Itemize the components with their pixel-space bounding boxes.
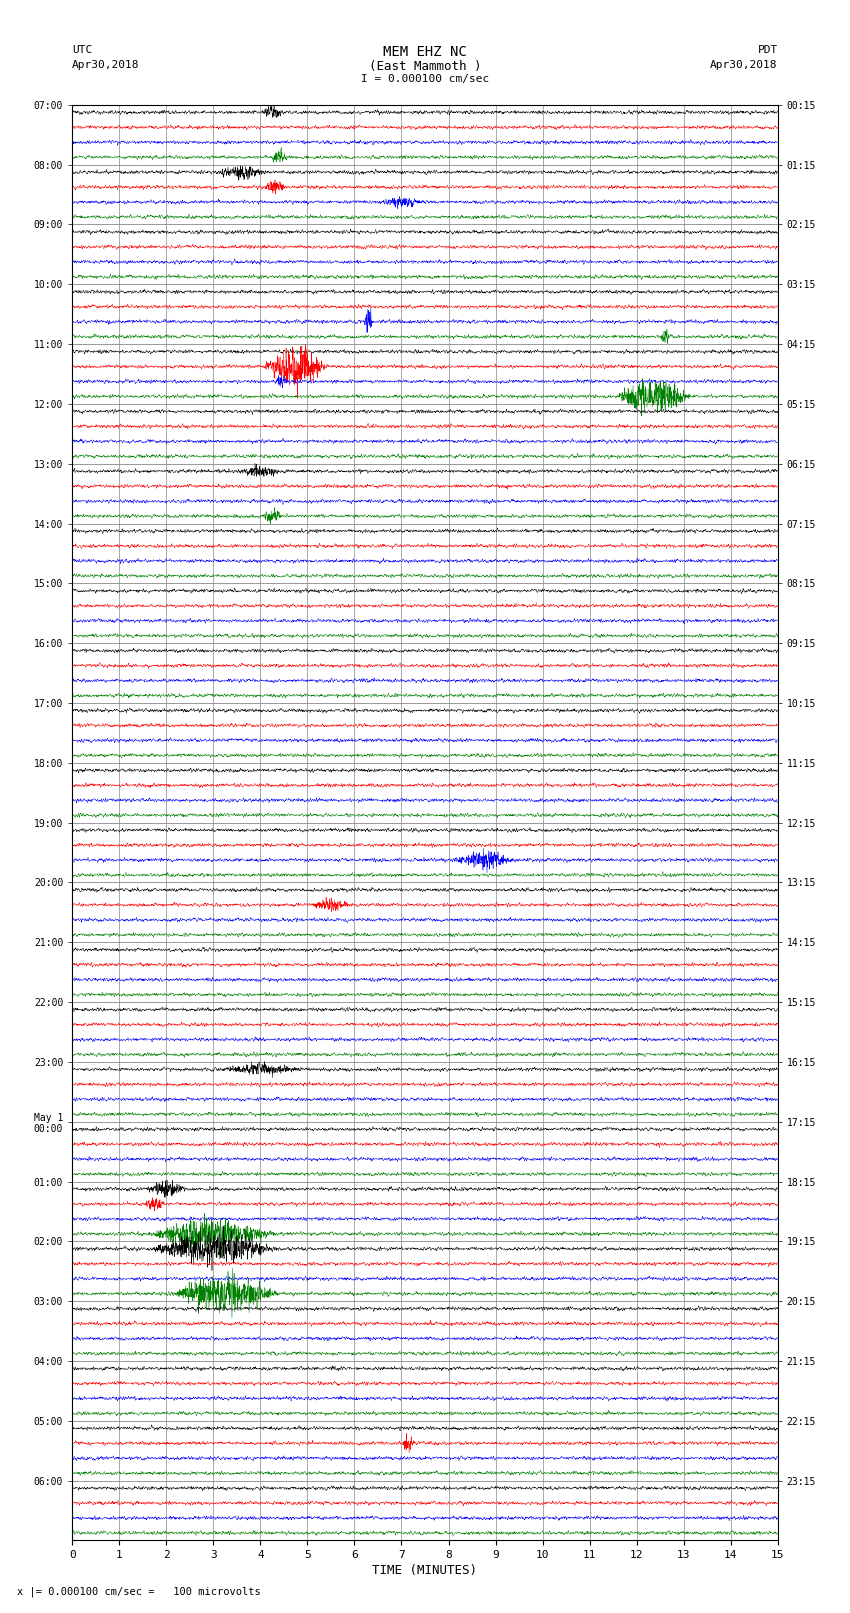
Text: UTC: UTC — [72, 45, 93, 55]
Text: I = 0.000100 cm/sec: I = 0.000100 cm/sec — [361, 74, 489, 84]
Text: PDT: PDT — [757, 45, 778, 55]
Text: Apr30,2018: Apr30,2018 — [711, 60, 778, 69]
X-axis label: TIME (MINUTES): TIME (MINUTES) — [372, 1565, 478, 1578]
Text: (East Mammoth ): (East Mammoth ) — [369, 60, 481, 73]
Text: MEM EHZ NC: MEM EHZ NC — [383, 45, 467, 60]
Text: x |= 0.000100 cm/sec =   100 microvolts: x |= 0.000100 cm/sec = 100 microvolts — [17, 1586, 261, 1597]
Text: Apr30,2018: Apr30,2018 — [72, 60, 139, 69]
